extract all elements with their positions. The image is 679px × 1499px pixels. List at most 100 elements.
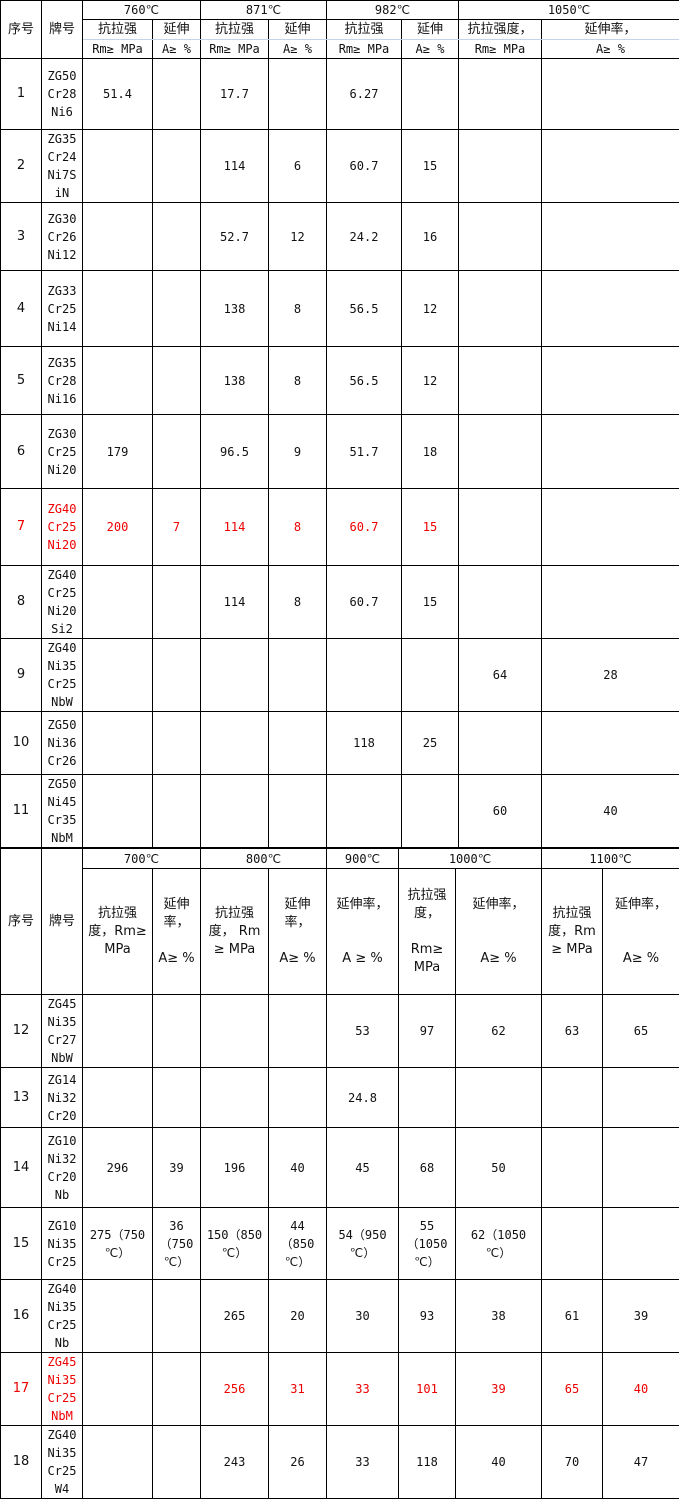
value-cell: 33: [327, 1426, 399, 1499]
value-cell: 179: [83, 415, 153, 489]
header-label: 延伸率， A≥ %: [456, 869, 542, 995]
value-cell: [201, 995, 269, 1068]
value-cell: [459, 347, 542, 415]
value-cell: 24.2: [327, 203, 402, 271]
value-cell: 55 （1050 ℃）: [399, 1208, 456, 1280]
value-cell: [83, 1426, 153, 1499]
header-temp: 760℃: [83, 1, 201, 20]
header-label: 抗拉强 度，Rm ≥ MPa: [542, 869, 603, 995]
value-cell: [153, 1280, 201, 1353]
grade-name: ZG33 Cr25 Ni14: [42, 271, 83, 347]
value-cell: 296: [83, 1128, 153, 1208]
value-cell: 28: [542, 639, 679, 712]
value-cell: [542, 130, 679, 203]
value-cell: 118: [399, 1426, 456, 1499]
value-cell: [542, 415, 679, 489]
row-number: 3: [1, 203, 42, 271]
value-cell: 118: [327, 712, 402, 775]
value-cell: 39: [603, 1280, 679, 1353]
row-number: 12: [1, 995, 42, 1068]
row-number: 18: [1, 1426, 42, 1499]
header-unit: A≥ %: [542, 40, 679, 59]
value-cell: 12: [402, 347, 459, 415]
grade-name: ZG30 Cr25 Ni20: [42, 415, 83, 489]
header-label: 抗拉强 度， Rm≥ MPa: [399, 869, 456, 995]
row-number: 6: [1, 415, 42, 489]
value-cell: 68: [399, 1128, 456, 1208]
value-cell: 265: [201, 1280, 269, 1353]
value-cell: 33: [327, 1353, 399, 1426]
value-cell: 114: [201, 566, 269, 639]
value-cell: [327, 775, 402, 848]
value-cell: 36 （750 ℃）: [153, 1208, 201, 1280]
value-cell: 6: [269, 130, 327, 203]
value-cell: [459, 203, 542, 271]
header-label: 抗拉强 度，Rm≥ MPa: [83, 869, 153, 995]
value-cell: [542, 347, 679, 415]
value-cell: [399, 1068, 456, 1128]
value-cell: [269, 775, 327, 848]
grade-name: ZG50 Cr28 Ni6: [42, 59, 83, 130]
value-cell: 97: [399, 995, 456, 1068]
value-cell: 15: [402, 566, 459, 639]
value-cell: [153, 775, 201, 848]
value-cell: [153, 995, 201, 1068]
value-cell: 62（1050 ℃）: [456, 1208, 542, 1280]
value-cell: [542, 1128, 603, 1208]
value-cell: [542, 1068, 603, 1128]
grade-name: ZG30 Cr26 Ni12: [42, 203, 83, 271]
value-cell: 63: [542, 995, 603, 1068]
value-cell: 40: [456, 1426, 542, 1499]
value-cell: 39: [456, 1353, 542, 1426]
row-number: 5: [1, 347, 42, 415]
value-cell: [83, 203, 153, 271]
value-cell: 65: [603, 995, 679, 1068]
row-number: 14: [1, 1128, 42, 1208]
value-cell: 26: [269, 1426, 327, 1499]
value-cell: 38: [456, 1280, 542, 1353]
value-cell: [542, 59, 679, 130]
header-row-labels: 抗拉强延伸抗拉强延伸抗拉强延伸抗拉强度，延伸率，: [1, 20, 679, 40]
value-cell: 96.5: [201, 415, 269, 489]
value-cell: 51.7: [327, 415, 402, 489]
header-unit: A≥ %: [269, 40, 327, 59]
value-cell: 40: [603, 1353, 679, 1426]
value-cell: [153, 712, 201, 775]
header-unit: Rm≥ MPa: [327, 40, 402, 59]
value-cell: [456, 1068, 542, 1128]
value-cell: 64: [459, 639, 542, 712]
value-cell: [269, 1068, 327, 1128]
value-cell: [83, 712, 153, 775]
value-cell: 6.27: [327, 59, 402, 130]
header-label: 抗拉强度，: [459, 20, 542, 40]
value-cell: 9: [269, 415, 327, 489]
grade-name: ZG40 Cr25 Ni20: [42, 489, 83, 566]
value-cell: [83, 995, 153, 1068]
value-cell: 56.5: [327, 347, 402, 415]
value-cell: 24.8: [327, 1068, 399, 1128]
row-number: 4: [1, 271, 42, 347]
value-cell: [542, 1208, 603, 1280]
value-cell: [542, 489, 679, 566]
value-cell: 150（850 ℃）: [201, 1208, 269, 1280]
header-label: 抗拉强: [83, 20, 153, 40]
value-cell: 15: [402, 130, 459, 203]
value-cell: 114: [201, 489, 269, 566]
grade-name: ZG40 Ni35 Cr25 NbW: [42, 639, 83, 712]
header-temp: 1100℃: [542, 849, 679, 869]
value-cell: 62: [456, 995, 542, 1068]
header-label: 延伸 率， A≥ %: [269, 869, 327, 995]
value-cell: [327, 639, 402, 712]
row-number: 15: [1, 1208, 42, 1280]
header-unit: Rm≥ MPa: [83, 40, 153, 59]
header-no: 序号: [1, 1, 42, 59]
value-cell: [83, 271, 153, 347]
